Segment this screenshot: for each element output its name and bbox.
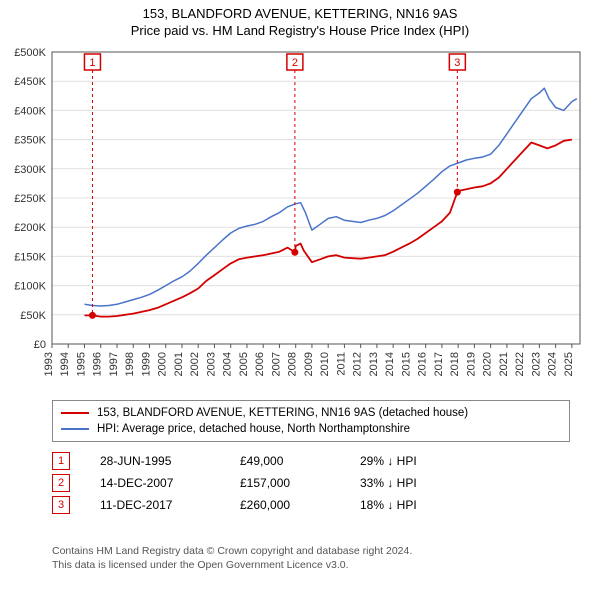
svg-text:2: 2 <box>292 57 298 69</box>
sale-marker-icon: 1 <box>52 452 70 470</box>
svg-text:2001: 2001 <box>173 352 185 376</box>
sale-row: 2 14-DEC-2007 £157,000 33% ↓ HPI <box>52 474 552 492</box>
sale-price: £260,000 <box>240 498 330 512</box>
svg-text:2010: 2010 <box>319 352 331 376</box>
sale-marker-icon: 3 <box>52 496 70 514</box>
sale-delta: 29% ↓ HPI <box>360 454 450 468</box>
svg-text:2019: 2019 <box>465 352 477 376</box>
svg-text:2005: 2005 <box>238 352 250 376</box>
svg-text:2020: 2020 <box>482 352 494 376</box>
svg-text:£250K: £250K <box>14 193 46 205</box>
svg-text:2017: 2017 <box>433 352 445 376</box>
svg-text:3: 3 <box>454 57 460 69</box>
legend-label: 153, BLANDFORD AVENUE, KETTERING, NN16 9… <box>97 405 468 421</box>
line-chart: £0 £50K £100K £150K £200K £250K £300K £350K £400… <box>0 42 600 392</box>
sale-marker-icon: 2 <box>52 474 70 492</box>
svg-text:1: 1 <box>89 57 95 69</box>
legend-swatch <box>61 412 89 414</box>
svg-text:£0: £0 <box>34 339 46 351</box>
svg-text:£150K: £150K <box>14 251 46 263</box>
svg-text:2004: 2004 <box>222 352 234 376</box>
svg-text:2000: 2000 <box>157 352 169 376</box>
svg-text:1999: 1999 <box>140 352 152 376</box>
title-line1: 153, BLANDFORD AVENUE, KETTERING, NN16 9… <box>0 0 600 23</box>
legend-item: 153, BLANDFORD AVENUE, KETTERING, NN16 9… <box>61 405 561 421</box>
svg-text:2002: 2002 <box>189 352 201 376</box>
svg-text:1997: 1997 <box>108 352 120 376</box>
svg-text:£500K: £500K <box>14 47 46 59</box>
svg-text:2009: 2009 <box>303 352 315 376</box>
svg-text:£50K: £50K <box>20 310 46 322</box>
sale-price: £157,000 <box>240 476 330 490</box>
footer-line1: Contains HM Land Registry data © Crown c… <box>52 545 552 559</box>
svg-text:2023: 2023 <box>530 352 542 376</box>
legend: 153, BLANDFORD AVENUE, KETTERING, NN16 9… <box>52 400 570 442</box>
sale-delta: 33% ↓ HPI <box>360 476 450 490</box>
sale-date: 28-JUN-1995 <box>100 454 210 468</box>
svg-text:£350K: £350K <box>14 135 46 147</box>
sale-price: £49,000 <box>240 454 330 468</box>
legend-swatch <box>61 428 89 430</box>
svg-text:2011: 2011 <box>335 352 347 376</box>
svg-text:2013: 2013 <box>368 352 380 376</box>
legend-label: HPI: Average price, detached house, Nort… <box>97 421 410 437</box>
footer-attribution: Contains HM Land Registry data © Crown c… <box>52 545 552 572</box>
svg-text:2006: 2006 <box>254 352 266 376</box>
svg-text:2024: 2024 <box>547 352 559 376</box>
svg-text:2025: 2025 <box>563 352 575 376</box>
svg-text:2008: 2008 <box>287 352 299 376</box>
svg-text:1998: 1998 <box>124 352 136 376</box>
sale-date: 11-DEC-2017 <box>100 498 210 512</box>
svg-text:£400K: £400K <box>14 105 46 117</box>
svg-text:2003: 2003 <box>205 352 217 376</box>
svg-text:2015: 2015 <box>400 352 412 376</box>
svg-text:2021: 2021 <box>498 352 510 376</box>
sale-row: 1 28-JUN-1995 £49,000 29% ↓ HPI <box>52 452 552 470</box>
svg-text:1993: 1993 <box>43 352 55 376</box>
svg-text:2016: 2016 <box>417 352 429 376</box>
sale-row: 3 11-DEC-2017 £260,000 18% ↓ HPI <box>52 496 552 514</box>
sales-table: 1 28-JUN-1995 £49,000 29% ↓ HPI 2 14-DEC-2007… <box>52 448 552 518</box>
svg-text:1995: 1995 <box>75 352 87 376</box>
chart-container: 153, BLANDFORD AVENUE, KETTERING, NN16 9… <box>0 0 600 590</box>
sale-date: 14-DEC-2007 <box>100 476 210 490</box>
svg-text:1996: 1996 <box>92 352 104 376</box>
svg-text:2012: 2012 <box>352 352 364 376</box>
svg-text:£450K: £450K <box>14 76 46 88</box>
footer-line2: This data is licensed under the Open Gov… <box>52 559 552 573</box>
svg-text:2022: 2022 <box>514 352 526 376</box>
svg-text:£300K: £300K <box>14 164 46 176</box>
svg-text:£100K: £100K <box>14 281 46 293</box>
sale-delta: 18% ↓ HPI <box>360 498 450 512</box>
svg-text:£200K: £200K <box>14 222 46 234</box>
svg-text:2007: 2007 <box>270 352 282 376</box>
legend-item: HPI: Average price, detached house, Nort… <box>61 421 561 437</box>
svg-text:2018: 2018 <box>449 352 461 376</box>
svg-text:1994: 1994 <box>59 352 71 376</box>
title-line2: Price paid vs. HM Land Registry's House … <box>0 23 600 40</box>
svg-text:2014: 2014 <box>384 352 396 376</box>
